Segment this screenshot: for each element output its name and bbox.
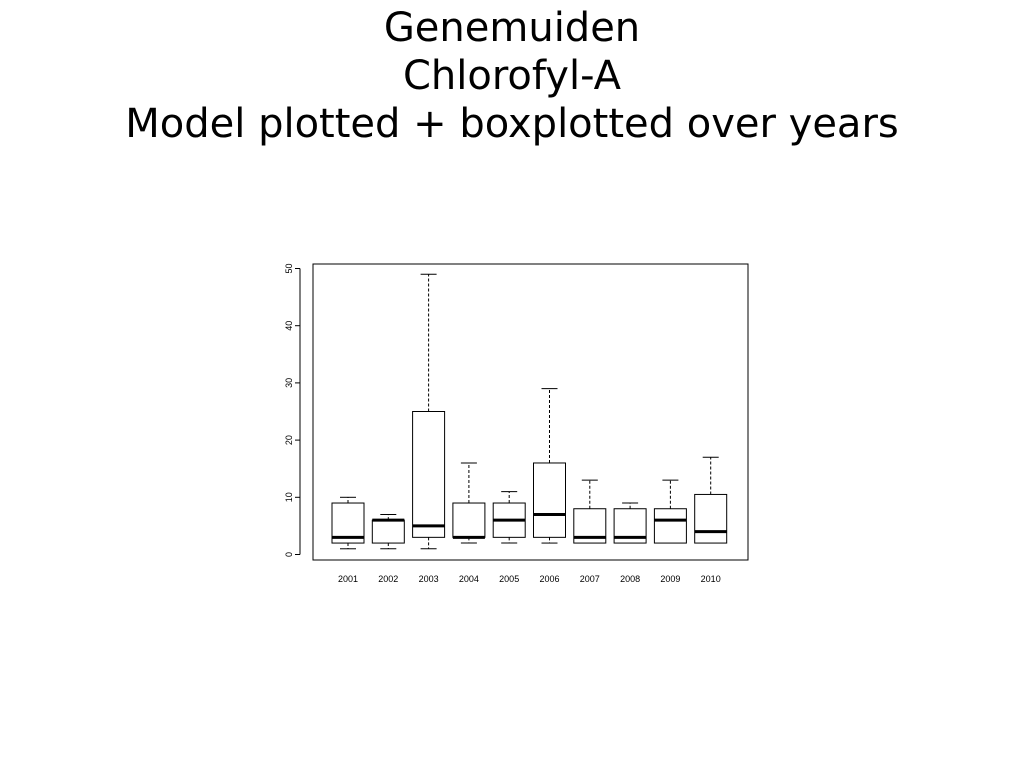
box-2002	[371, 513, 405, 550]
title-line-description: Model plotted + boxplotted over years	[125, 101, 899, 147]
x-tick-label: 2001	[338, 574, 358, 584]
y-tick-label: 30	[284, 378, 294, 388]
title-line-location: Genemuiden	[383, 5, 641, 51]
y-tick-label: 10	[284, 492, 294, 502]
box-2010	[694, 456, 728, 544]
y-tick-label: 20	[284, 435, 294, 445]
x-tick-label: 2006	[539, 574, 559, 584]
iqr-box	[452, 502, 486, 538]
y-tick-label: 50	[284, 263, 294, 273]
box-2006	[533, 388, 566, 544]
y-tick-label: 40	[284, 321, 294, 331]
y-axis: 0 10 20 30 40 50	[284, 263, 301, 557]
x-tick-label: 2005	[499, 574, 519, 584]
y-tick-label: 0	[284, 552, 294, 557]
iqr-box	[412, 411, 446, 538]
plot-frame	[312, 263, 749, 561]
iqr-box	[653, 508, 687, 544]
slide-title: Genemuiden Chlorofyl-A Model plotted + b…	[0, 0, 1024, 148]
x-tick-label: 2004	[459, 574, 479, 584]
box-2007	[573, 479, 607, 544]
box-2005	[492, 491, 526, 544]
x-tick-label: 2009	[660, 574, 680, 584]
iqr-box	[371, 519, 405, 544]
x-tick-label: 2010	[701, 574, 721, 584]
x-tick-label: 2002	[378, 574, 398, 584]
box-2003	[412, 273, 446, 550]
box-2004	[452, 462, 486, 544]
iqr-box	[694, 493, 728, 544]
iqr-box	[533, 462, 566, 538]
x-tick-label: 2003	[419, 574, 439, 584]
boxes	[331, 273, 728, 550]
title-line-parameter: Chlorofyl-A	[403, 53, 621, 99]
box-2009	[653, 479, 687, 544]
x-axis: 2001 2002 2003 2004 2005 2006 2007 2008 2009 2010	[338, 574, 721, 584]
x-tick-label: 2008	[620, 574, 640, 584]
box-2001	[331, 496, 365, 550]
box-2008	[613, 502, 647, 544]
x-tick-label: 2007	[580, 574, 600, 584]
